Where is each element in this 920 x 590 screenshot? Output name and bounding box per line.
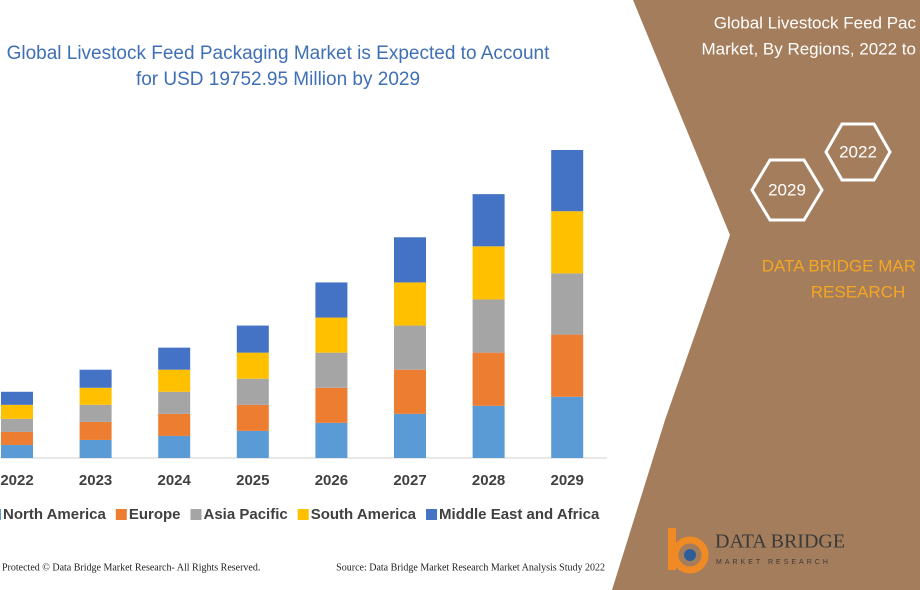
legend-swatch (115, 509, 127, 520)
bar-segment (315, 282, 348, 318)
bar-segment (551, 334, 584, 397)
bar-segment (1, 431, 33, 445)
source: Source: Data Bridge Market Research Mark… (336, 562, 605, 573)
legend-label: Middle East and Africa (439, 506, 600, 523)
bar-segment (551, 396, 584, 458)
bar-segment (551, 211, 584, 274)
bar-segment (236, 430, 269, 458)
x-tick-label: 2024 (158, 472, 192, 489)
legend-swatch (297, 509, 309, 520)
hexagon-label: 2029 (768, 180, 806, 199)
x-tick-label: 2028 (472, 472, 505, 489)
bar-segment (236, 404, 269, 431)
bar-segment (472, 352, 505, 406)
bar-segment (551, 150, 584, 212)
bar-segment (315, 317, 348, 353)
side-title: Market, By Regions, 2022 to (701, 39, 916, 58)
bar-segment (315, 352, 348, 388)
logo-name: DATA BRIDGE (715, 531, 845, 553)
x-tick-label: 2023 (79, 472, 112, 489)
bar-segment (158, 435, 191, 458)
brand-text: RESEARCH (811, 282, 905, 301)
legend-swatch (426, 509, 438, 520)
side-panel (612, 0, 920, 590)
x-tick-label: 2027 (393, 472, 426, 489)
bar-segment (472, 194, 505, 247)
logo-icon (671, 536, 709, 574)
bar-segment (79, 387, 112, 405)
bar-segment (79, 439, 112, 458)
bar-segment (79, 369, 112, 388)
bar-segment (236, 352, 269, 379)
bar-segment (236, 378, 269, 405)
x-tick-label: 2025 (236, 472, 269, 489)
brand-text: DATA BRIDGE MAR (762, 256, 916, 275)
bar-segment (394, 282, 426, 326)
logo-tagline: MARKET RESEARCH (716, 559, 831, 566)
logo: DATA BRIDGE MARKET RESEARCH (668, 528, 845, 574)
legend-label: South America (311, 506, 417, 523)
bar-segment (79, 421, 112, 440)
hexagon-label: 2022 (839, 142, 877, 161)
bar-segment (551, 273, 584, 335)
legend-swatch (0, 509, 1, 520)
legend-swatch (190, 509, 202, 520)
bar-segment (1, 404, 33, 419)
bar-segment (394, 413, 426, 458)
legend-label: Asia Pacific (204, 506, 288, 523)
bar-segment (1, 418, 33, 432)
bar-segment (394, 325, 426, 370)
side-title: Global Livestock Feed Pac (714, 13, 917, 32)
bar-segment (1, 444, 33, 458)
bar-segment (472, 405, 505, 458)
logo-icon (668, 528, 676, 570)
chart-title: Global Livestock Feed Packaging Market i… (7, 43, 551, 64)
legend-label: North America (3, 506, 106, 523)
hexagon (750, 158, 824, 222)
bar-segment (315, 422, 348, 458)
bar-segment (158, 369, 191, 392)
bar-segment (1, 391, 33, 405)
bar-segment (158, 391, 191, 414)
bar-segment (472, 246, 505, 300)
bar-segment (315, 387, 348, 423)
bar-segment (158, 413, 191, 436)
chart-title: for USD 19752.95 Million by 2029 (136, 69, 420, 90)
x-tick-label: 2029 (551, 472, 584, 489)
hexagon (824, 122, 892, 182)
bar-segment (236, 325, 269, 353)
bar-segment (158, 347, 191, 370)
bar-segment (394, 237, 426, 283)
bar-segment (472, 299, 505, 353)
logo-icon (684, 549, 696, 561)
legend-label: Europe (129, 506, 181, 523)
bar-segment (394, 369, 426, 414)
copyright: Protected © Data Bridge Market Research-… (2, 562, 260, 573)
bar-segment (79, 404, 112, 422)
x-tick-label: 2022 (0, 472, 33, 489)
x-tick-label: 2026 (315, 472, 348, 489)
